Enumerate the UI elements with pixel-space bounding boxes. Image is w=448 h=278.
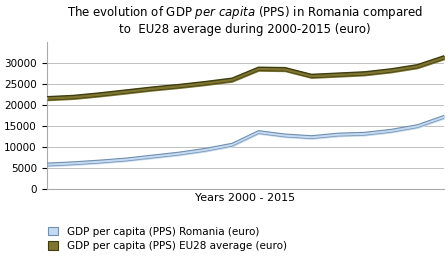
Legend: GDP per capita (PPS) Romania (euro), GDP per capita (PPS) EU28 average (euro): GDP per capita (PPS) Romania (euro), GDP… — [48, 227, 287, 251]
Title: The evolution of GDP $\it{per\ capita}$ (PPS) in Romania compared
to  EU28 avera: The evolution of GDP $\it{per\ capita}$ … — [67, 4, 423, 36]
X-axis label: Years 2000 - 2015: Years 2000 - 2015 — [195, 193, 295, 203]
